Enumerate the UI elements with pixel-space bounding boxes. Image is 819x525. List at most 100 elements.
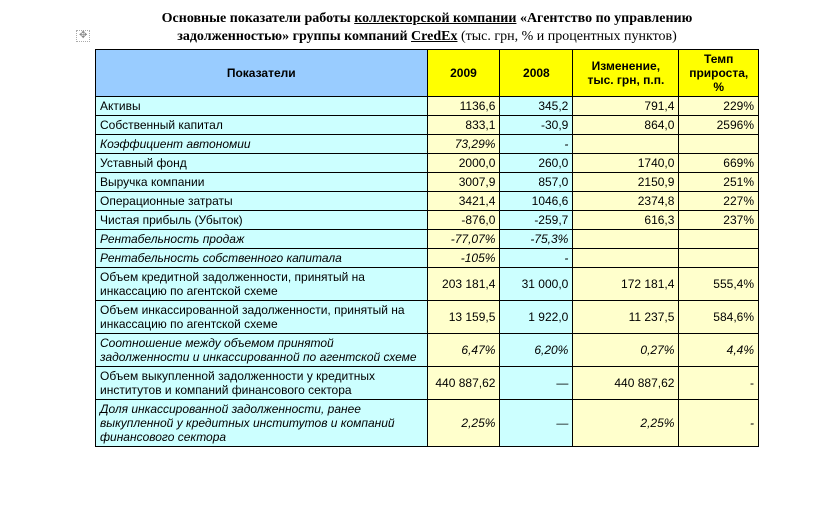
cell-indicator: Коэффициент автономии	[96, 135, 428, 154]
cell-y2008: 345,2	[500, 97, 573, 116]
cell-indicator: Выручка компании	[96, 173, 428, 192]
cell-indicator: Объем кредитной задолженности, принятый …	[96, 268, 428, 301]
title-underline-1: коллекторской компании	[354, 11, 516, 26]
cell-y2008: 857,0	[500, 173, 573, 192]
title-underline-2: CredEx	[411, 29, 457, 44]
table-row: Объем кредитной задолженности, принятый …	[96, 268, 759, 301]
table-row: Доля инкассированной задолженности, ране…	[96, 400, 759, 447]
table-row: Собственный капитал833,1-30,9864,02596%	[96, 116, 759, 135]
cell-y2008: 6,20%	[500, 334, 573, 367]
cell-change: 616,3	[573, 211, 679, 230]
cell-indicator: Объем инкассированной задолженности, при…	[96, 301, 428, 334]
col-header-change: Изменение, тыс. грн, п.п.	[573, 50, 679, 97]
cell-indicator: Рентабельность продаж	[96, 230, 428, 249]
cell-y2009: -876,0	[427, 211, 500, 230]
cell-y2009: 203 181,4	[427, 268, 500, 301]
cell-indicator: Доля инкассированной задолженности, ране…	[96, 400, 428, 447]
cell-change	[573, 135, 679, 154]
cell-indicator: Уставный фонд	[96, 154, 428, 173]
title-part-1: Основные показатели работы	[162, 11, 355, 26]
col-header-2008: 2008	[500, 50, 573, 97]
table-row: Рентабельность собственного капитала-105…	[96, 249, 759, 268]
cell-growth: 237%	[679, 211, 759, 230]
cell-y2008: —	[500, 367, 573, 400]
cell-y2009: -105%	[427, 249, 500, 268]
cell-y2008: 1 922,0	[500, 301, 573, 334]
page: ✥ Основные показатели работы коллекторск…	[0, 0, 819, 525]
title-part-2: «Агентство по управлению	[516, 11, 692, 26]
table-row: Чистая прибыль (Убыток)-876,0-259,7616,3…	[96, 211, 759, 230]
cell-indicator: Соотношение между объемом принятой задол…	[96, 334, 428, 367]
anchor-marker: ✥	[76, 30, 90, 42]
cell-indicator: Активы	[96, 97, 428, 116]
cell-y2009: 13 159,5	[427, 301, 500, 334]
cell-growth	[679, 230, 759, 249]
cell-y2009: 3007,9	[427, 173, 500, 192]
title-part-3: задолженностью» группы компаний	[177, 29, 411, 44]
table-row: Выручка компании3007,9857,02150,9251%	[96, 173, 759, 192]
col-header-indicator: Показатели	[96, 50, 428, 97]
table-body: Активы1136,6345,2791,4229%Собственный ка…	[96, 97, 759, 447]
cell-change: 2374,8	[573, 192, 679, 211]
cell-y2008: -259,7	[500, 211, 573, 230]
cell-growth	[679, 249, 759, 268]
cell-change: 2150,9	[573, 173, 679, 192]
cell-growth: -	[679, 400, 759, 447]
table-header-row: Показатели 2009 2008 Изменение, тыс. грн…	[96, 50, 759, 97]
cell-growth: 229%	[679, 97, 759, 116]
cell-change: 440 887,62	[573, 367, 679, 400]
cell-indicator: Рентабельность собственного капитала	[96, 249, 428, 268]
cell-y2008: -75,3%	[500, 230, 573, 249]
table-row: Уставный фонд2000,0260,01740,0669%	[96, 154, 759, 173]
table-row: Соотношение между объемом принятой задол…	[96, 334, 759, 367]
cell-y2009: -77,07%	[427, 230, 500, 249]
cell-change: 0,27%	[573, 334, 679, 367]
cell-y2009: 2,25%	[427, 400, 500, 447]
cell-growth: 555,4%	[679, 268, 759, 301]
cell-y2008: -	[500, 135, 573, 154]
table-row: Объем инкассированной задолженности, при…	[96, 301, 759, 334]
cell-y2009: 73,29%	[427, 135, 500, 154]
cell-change: 864,0	[573, 116, 679, 135]
table-row: Рентабельность продаж-77,07%-75,3%	[96, 230, 759, 249]
table-row: Коэффициент автономии73,29%-	[96, 135, 759, 154]
cell-y2008: -30,9	[500, 116, 573, 135]
cell-y2009: 1136,6	[427, 97, 500, 116]
cell-indicator: Операционные затраты	[96, 192, 428, 211]
title-part-4: (тыс. грн, % и процентных пунктов)	[457, 29, 676, 44]
table-row: Объем выкупленной задолженности у кредит…	[96, 367, 759, 400]
cell-y2008: —	[500, 400, 573, 447]
cell-growth: -	[679, 367, 759, 400]
cell-change: 1740,0	[573, 154, 679, 173]
cell-indicator: Собственный капитал	[96, 116, 428, 135]
cell-change: 172 181,4	[573, 268, 679, 301]
cell-growth: 227%	[679, 192, 759, 211]
cell-growth: 4,4%	[679, 334, 759, 367]
cell-y2008: 31 000,0	[500, 268, 573, 301]
cell-change: 791,4	[573, 97, 679, 116]
cell-y2008: -	[500, 249, 573, 268]
cell-y2008: 1046,6	[500, 192, 573, 211]
cell-y2009: 440 887,62	[427, 367, 500, 400]
cell-indicator: Объем выкупленной задолженности у кредит…	[96, 367, 428, 400]
cell-y2009: 6,47%	[427, 334, 500, 367]
cell-y2008: 260,0	[500, 154, 573, 173]
cell-change	[573, 249, 679, 268]
cell-change: 2,25%	[573, 400, 679, 447]
cell-growth	[679, 135, 759, 154]
cell-growth: 669%	[679, 154, 759, 173]
col-header-growth: Темп прироста, %	[679, 50, 759, 97]
col-header-2009: 2009	[427, 50, 500, 97]
cell-change	[573, 230, 679, 249]
cell-growth: 584,6%	[679, 301, 759, 334]
cell-indicator: Чистая прибыль (Убыток)	[96, 211, 428, 230]
indicators-table: Показатели 2009 2008 Изменение, тыс. грн…	[95, 49, 759, 447]
cell-growth: 2596%	[679, 116, 759, 135]
title: Основные показатели работы коллекторской…	[95, 10, 759, 45]
table-row: Активы1136,6345,2791,4229%	[96, 97, 759, 116]
table-row: Операционные затраты3421,41046,62374,822…	[96, 192, 759, 211]
cell-y2009: 2000,0	[427, 154, 500, 173]
cell-growth: 251%	[679, 173, 759, 192]
cell-y2009: 833,1	[427, 116, 500, 135]
cell-change: 11 237,5	[573, 301, 679, 334]
